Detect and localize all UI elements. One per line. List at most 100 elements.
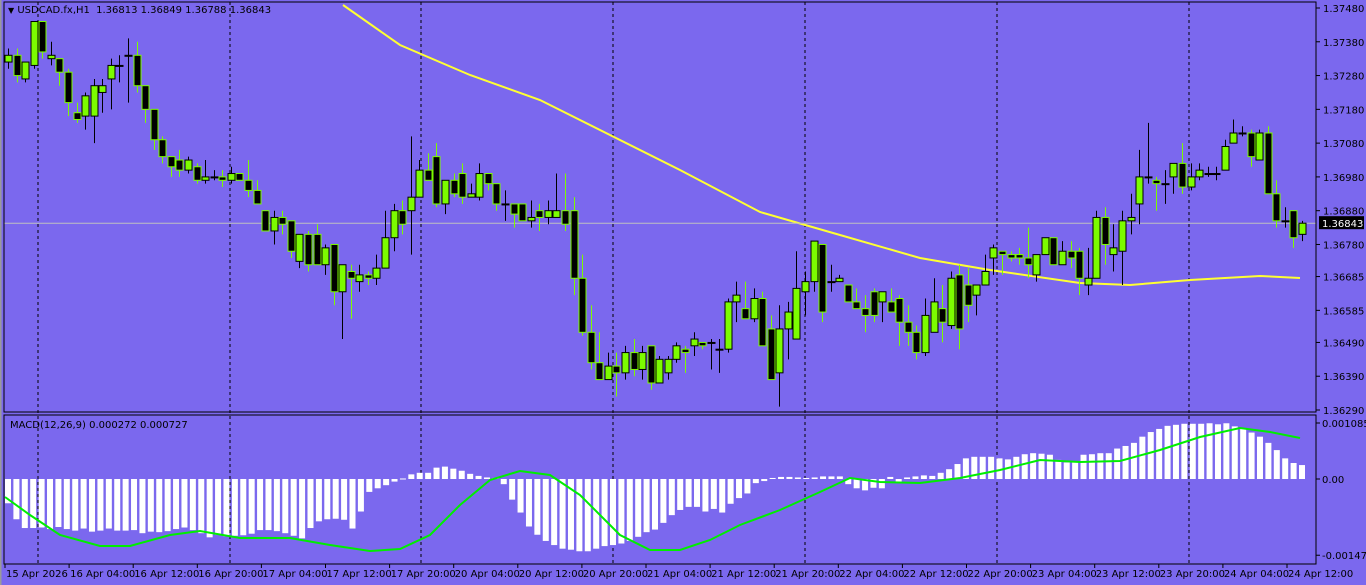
candle [904, 305, 913, 346]
chart-frame [0, 0, 1317, 585]
price-axis[interactable]: 1.37480 1.37380 1.37280 1.37180 1.37080 1.369… [1316, 4, 1364, 417]
candle [655, 355, 664, 384]
price-tick: 1.36290 [1323, 406, 1364, 417]
candle [544, 200, 553, 225]
candle [1169, 162, 1178, 194]
candle [1152, 176, 1161, 211]
candle [518, 203, 527, 222]
candle [4, 48, 13, 69]
candle [595, 332, 604, 381]
candle [150, 108, 159, 150]
candle [664, 355, 673, 380]
candle [1032, 254, 1041, 282]
candle [698, 341, 707, 350]
time-tick: 21 Apr 12:00 [711, 569, 776, 580]
candle [381, 210, 390, 269]
candle [707, 339, 716, 370]
candle [278, 210, 287, 235]
candle [218, 170, 227, 188]
candle [210, 170, 219, 181]
candle [450, 173, 459, 198]
time-tick: 23 Apr 12:00 [1096, 569, 1161, 580]
candle [1212, 166, 1221, 181]
candle [484, 173, 493, 191]
candle [1247, 129, 1256, 167]
macd-header: MACD(12,26,9) 0.000272 0.000727 [10, 420, 188, 431]
candle [287, 220, 296, 258]
candle [398, 200, 407, 235]
candle [1195, 163, 1204, 181]
candle [758, 291, 767, 347]
candle [1109, 224, 1118, 272]
time-tick: 20 Apr 04:00 [455, 569, 520, 580]
candle [604, 352, 613, 381]
current-price-tag: 1.36843 [1319, 216, 1364, 230]
price-tick: 1.37380 [1323, 38, 1364, 49]
candle [964, 268, 973, 323]
candle [1221, 139, 1230, 171]
candle [313, 224, 322, 266]
candle [64, 68, 73, 117]
candle [1238, 126, 1247, 137]
candle [141, 85, 150, 123]
time-tick: 23 Apr 20:00 [1160, 569, 1225, 580]
candle [741, 281, 750, 320]
candle [998, 250, 1007, 275]
candle [887, 288, 896, 313]
candle [1041, 237, 1050, 256]
candle [338, 264, 347, 340]
time-tick: 23 Apr 04:00 [1032, 569, 1097, 580]
candle [1272, 180, 1281, 228]
candle [492, 183, 501, 211]
candle [1092, 210, 1101, 279]
candle [912, 325, 921, 360]
price-tick: 1.37480 [1323, 4, 1364, 15]
price-tick: 1.36490 [1323, 338, 1364, 349]
time-tick: 22 Apr 12:00 [903, 569, 968, 580]
candle [1024, 227, 1033, 279]
candle [407, 136, 416, 255]
price-tick: 1.37280 [1323, 72, 1364, 83]
candle [852, 288, 861, 310]
candle [587, 305, 596, 370]
candle [724, 298, 733, 353]
candle [690, 332, 699, 356]
candle [1161, 170, 1170, 204]
candle [715, 339, 724, 373]
candle [775, 305, 784, 407]
candle [1135, 149, 1144, 225]
macd-label: MACD(12,26,9) 0.000272 0.000727 [10, 420, 188, 431]
candle [921, 298, 930, 356]
candle [193, 163, 202, 184]
candle [467, 183, 476, 198]
candle [355, 264, 364, 292]
candle [167, 156, 176, 177]
candle [570, 197, 579, 296]
time-tick: 21 Apr 20:00 [775, 569, 840, 580]
time-tick: 16 Apr 20:00 [198, 569, 263, 580]
candle [672, 342, 681, 363]
time-tick: 17 Apr 12:00 [327, 569, 392, 580]
candle [1289, 210, 1298, 248]
candle [767, 315, 776, 381]
candle [133, 41, 142, 93]
candle [201, 160, 210, 184]
candle [432, 143, 441, 208]
macd-axis[interactable]: 0.001085 0.00 -0.001477 [1316, 419, 1366, 562]
triangle-down-icon[interactable]: ▼ [8, 6, 15, 15]
candle [638, 345, 647, 380]
candle [895, 295, 904, 346]
candle [1084, 247, 1093, 296]
time-tick: 17 Apr 04:00 [262, 569, 327, 580]
candle [261, 210, 270, 232]
candle [1075, 247, 1084, 296]
candle [270, 210, 279, 245]
candle [861, 295, 870, 333]
candle [732, 281, 741, 323]
candle [810, 240, 819, 292]
candle [535, 203, 544, 231]
candle [1118, 210, 1127, 286]
candle [415, 160, 424, 198]
